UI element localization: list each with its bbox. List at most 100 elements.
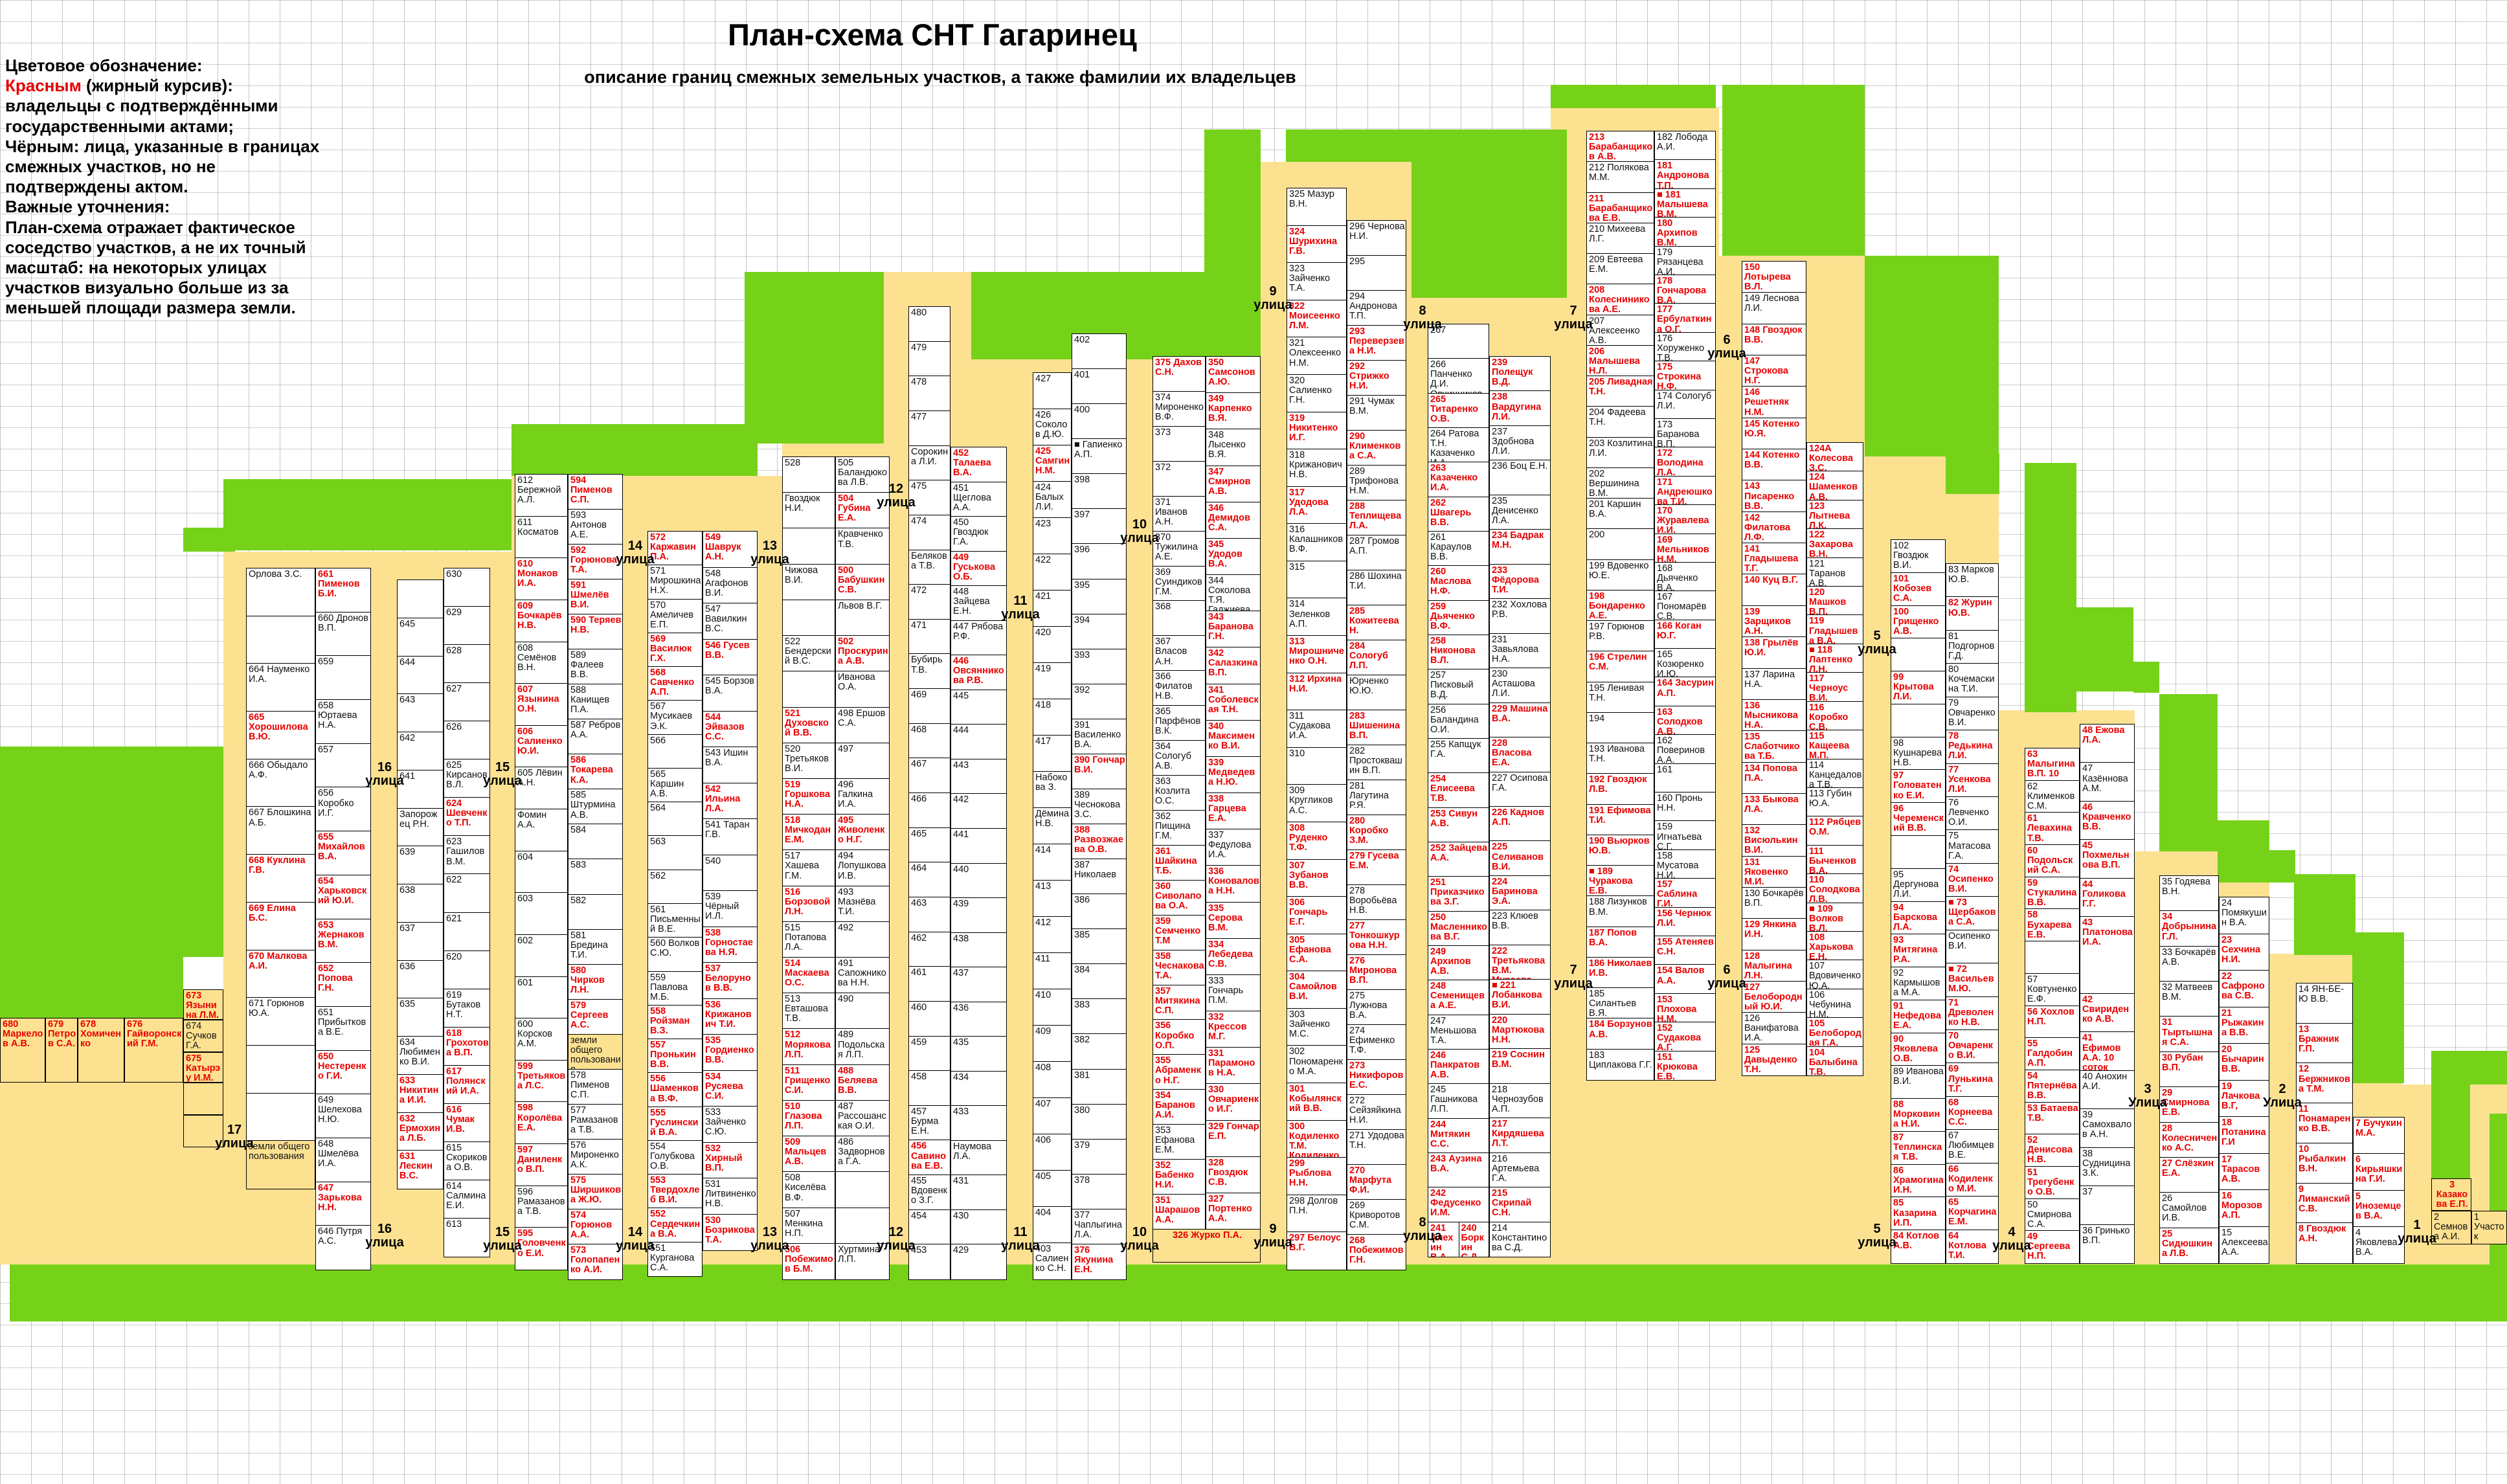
plot-cell: 245 Гашникова Л.П.	[1428, 1083, 1489, 1119]
plot-cell: 586 Токарева К.А.	[568, 754, 623, 790]
plot-cell: 228 Власова Е.А.	[1489, 737, 1551, 773]
plot-cell: 227 Осипова Г.А.	[1489, 771, 1551, 807]
plot-cell: 166 Коган Ю.Г.	[1654, 619, 1716, 649]
plot-cell: 181 Андронова Т.П.	[1654, 159, 1716, 190]
plot-cell: 615 Скорикова О.В.	[444, 1141, 490, 1181]
plot-cell: 551 Курганова С.А.	[647, 1241, 703, 1277]
plot-cell: 107 Вдовиченко Ю.А.	[1806, 960, 1863, 990]
common-land-cell: 3 Казакова Е.П.	[2431, 1178, 2471, 1211]
plot-cell: 164 Засурин А.П.	[1654, 677, 1716, 707]
street-number: 12	[888, 1225, 904, 1239]
plot-cell: 106 Чебунина Н.М.	[1806, 988, 1863, 1018]
plot-cell: 556 Шаменкова В.Ф.	[647, 1072, 703, 1108]
plot-cell: 502 Проскурина А.В.	[835, 635, 890, 672]
common-land-cell: земли общего пользования	[246, 1140, 315, 1189]
plot-cell: 394	[1072, 613, 1127, 650]
legend-black-part: Чёрным: лица, указанные в границах смежн…	[5, 136, 320, 197]
plot-cell: 31 Тыртышная С.А.	[2159, 1016, 2219, 1053]
plot-cell: 555 Гуслинский В.А.	[647, 1106, 703, 1141]
plot-cell: 531 Литвиненко Н.В.	[703, 1178, 758, 1215]
plot-cell: 239 Полещук В.Д.	[1489, 356, 1551, 392]
plot-cell: 530 Бозрикова Т.А.	[703, 1213, 758, 1251]
street-label-17: 17 улица	[214, 1123, 255, 1151]
plot-cell: 160 Пронь Н.Н.	[1654, 792, 1716, 822]
plot-cell: 218 Чернозубов А.П.	[1489, 1083, 1551, 1119]
plot-cell: 65 Корчагина Е.М.	[1946, 1196, 1999, 1231]
plot-cell: 381	[1072, 1068, 1127, 1105]
plot-cell: 454	[908, 1209, 950, 1245]
plot-cell: 28 Колесниченко А.С.	[2159, 1121, 2219, 1158]
plot-cell: 293 Переверзева Н.И.	[1347, 325, 1406, 361]
plot-cell: 83 Марков Ю.В.	[1946, 563, 1999, 598]
plot-cell: 162 Поверинов А.А.	[1654, 734, 1716, 765]
plot-cell: 59 Стукалина В.В.	[2025, 876, 2080, 910]
plot-cell: 124 Шаменков А.В.	[1806, 471, 1863, 501]
common-land-cell: 673 Язынина Л.М.	[183, 989, 223, 1020]
green-border-area	[1946, 453, 1999, 494]
plot-cell: 341 Соболевская Т.Н.	[1206, 683, 1261, 721]
plot-cell: 136 Мысникова Н.А.	[1742, 699, 1806, 732]
plot-cell: ■ 73 Щербакова С.А.	[1946, 896, 1999, 931]
plot-cell: 450 Гвоздюк Г.А.	[950, 516, 1007, 552]
plot-cell: 410	[1033, 989, 1072, 1026]
plot-cell: 88 Морковина Н.И.	[1891, 1098, 1946, 1132]
plot-cell: 505 Баландюкова Л.В.	[835, 456, 890, 493]
plot-cell: 601	[515, 976, 568, 1019]
plot-cell: 461	[908, 966, 950, 1002]
plot-cell: 385	[1072, 928, 1127, 965]
plot-cell: 14 ЯН-БЕ-Ю В.В.	[2296, 983, 2353, 1024]
plot-cell: 301 Кобылянский В.В.	[1287, 1083, 1347, 1121]
green-border-area	[2218, 820, 2269, 883]
plot-cell: 55 Галдобин А.П.	[2025, 1037, 2080, 1071]
plot-cell: 188 Лизунков В.М.	[1586, 895, 1654, 928]
street-number: 13	[762, 539, 778, 553]
plot-cell: 430	[950, 1209, 1007, 1246]
plot-cell: 248 Семенищева А.Е.	[1428, 980, 1489, 1016]
plot-cell: 208 Колесниникова А.Е.	[1586, 284, 1654, 316]
plot-cell: 504 Губина Е.А.	[835, 492, 890, 530]
plot-cell: 238 Вардугина Л.И.	[1489, 390, 1551, 427]
plot-cell: 216 Артемьева Г.А.	[1489, 1152, 1551, 1188]
plot-cell: 63 Малыгина В.П. 10 соток	[2025, 748, 2080, 781]
plot-cell: 459	[908, 1035, 950, 1072]
plot-cell: 141 Гладышева Т.Г.	[1742, 543, 1806, 576]
plot-cell: 36 Гринько В.П.	[2080, 1224, 2135, 1264]
plot-cell: 100 Грищенко А.В.	[1891, 605, 1946, 639]
plot-cell: 617 Полянский И.А.	[444, 1064, 490, 1105]
plot-cell: 302 Пономаренко М.А.	[1287, 1045, 1347, 1084]
green-border-area	[2294, 874, 2355, 955]
plot-cell: 508 Киселёва В.Ф.	[782, 1171, 835, 1209]
street-number: 15	[495, 760, 510, 774]
plot-cell: 535 Гордиенко В.В.	[703, 1034, 758, 1072]
common-land-cell: 674 Сучков Г.А.	[183, 1020, 223, 1052]
plot-cell: Белякова Т.В.	[908, 549, 950, 585]
plot-cell: 96 Череменский В.В.	[1891, 802, 1946, 837]
plot-cell: 506 Побежимов Б.М.	[782, 1242, 835, 1280]
street-label-11: 11 улица	[1000, 594, 1041, 622]
plot-cell: 313 Мирошниченко О.Н.	[1287, 635, 1347, 674]
street-number: 14	[627, 1225, 643, 1239]
plot-cell: 215 Скрипай С.Н.	[1489, 1187, 1551, 1223]
plot-cell: 407	[1033, 1097, 1072, 1135]
street-word: улица	[365, 774, 404, 788]
plot-cell: 345 Удодов В.А.	[1206, 537, 1261, 576]
plot-cell: 359 Семченко Т.М	[1152, 914, 1206, 951]
plot-cell: 598 Королёва Е.А.	[515, 1101, 568, 1145]
plot-cell: 419	[1033, 662, 1072, 700]
plot-cell: 305 Ефанова С.А.	[1287, 933, 1347, 972]
plot-cell: 182 Лобода А.И.	[1654, 131, 1716, 161]
plot-cell: 488 Беляева В.В.	[835, 1064, 890, 1101]
plot-cell: 24 Помякушин В.А.	[2219, 897, 2269, 935]
street-number: 6	[1723, 963, 1731, 977]
plot-cell: 658 Юртаева Н.А.	[315, 699, 371, 745]
plot-cell: Кравченко Т.В.	[835, 528, 890, 565]
plot-cell: 651 Прибыткова В.Е.	[315, 1006, 371, 1051]
street-word: улица	[2398, 1231, 2436, 1246]
street-label-10: 10 улица	[1119, 518, 1160, 545]
plot-cell: 519 Горшкова Н.А.	[782, 778, 835, 815]
plot-cell: 258 Никонова В.Л.	[1428, 635, 1489, 670]
plot-cell: 76 Левченко О.И.	[1946, 796, 1999, 831]
plot-cell	[246, 615, 315, 664]
plot-cell: 279 Гусева Е.М.	[1347, 849, 1406, 886]
street-label-16: 16 улица	[364, 761, 405, 788]
